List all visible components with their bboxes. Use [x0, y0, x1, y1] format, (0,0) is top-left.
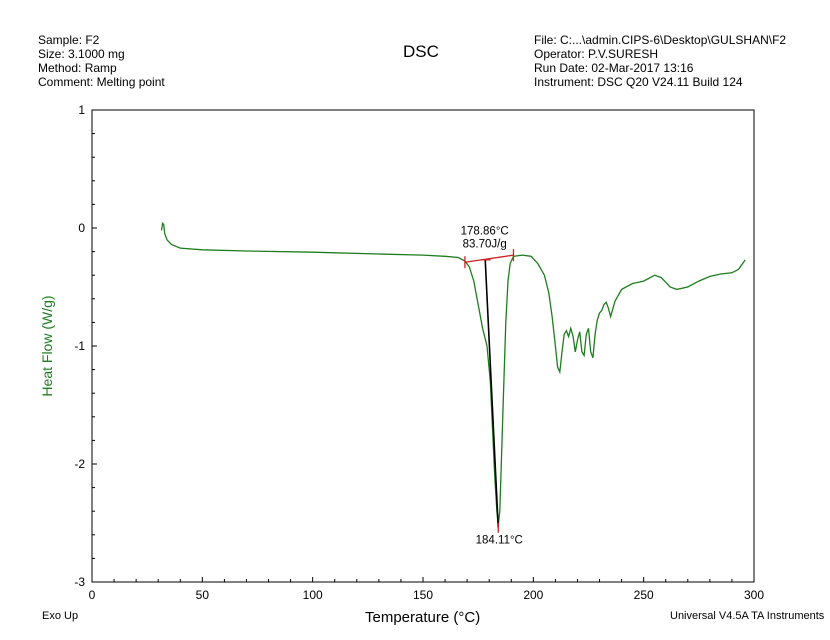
x-tick-label: 200	[523, 588, 543, 602]
x-tick-label: 250	[634, 588, 654, 602]
chart-marks: 178.86°C83.70J/g 184.11°C	[160, 221, 746, 547]
plot-frame	[91, 109, 755, 583]
run-info: File: C:...\admin.CIPS-6\Desktop\GULSHAN…	[534, 33, 786, 89]
y-tick-label: 0	[78, 221, 85, 235]
y-tick-label: -2	[74, 457, 85, 471]
y-axis-label: Heat Flow (W/g)	[39, 295, 55, 397]
x-tick-label: 150	[413, 588, 433, 602]
sample-name: Sample: F2	[38, 33, 100, 47]
software-version: Universal V4.5A TA Instruments	[670, 610, 825, 622]
chart-title: DSC	[403, 42, 439, 61]
y-tick-label: -1	[74, 339, 85, 353]
dsc-curve	[160, 221, 746, 526]
enthalpy-label: 83.70J/g	[463, 239, 507, 251]
y-tick-label: 1	[78, 103, 85, 117]
onset-temperature-label: 178.86°C	[461, 226, 509, 238]
x-tick-label: 300	[744, 588, 764, 602]
x-tick-label: 50	[196, 588, 210, 602]
x-tick-label: 100	[303, 588, 323, 602]
y-tick-label: -3	[74, 575, 85, 589]
peak-temperature-label: 184.11°C	[476, 535, 523, 547]
comment: Comment: Melting point	[38, 75, 165, 89]
x-tick-label: 0	[89, 588, 96, 602]
x-axis-label: Temperature (°C)	[365, 609, 481, 626]
sample-info: Sample: F2 Size: 3.1000 mg Method: Ramp …	[38, 33, 165, 89]
axes: 0 50 100 150 200 250 300 1 0 -1 -2 -3	[74, 103, 764, 602]
integration-baseline	[464, 254, 514, 263]
onset-tangent-line	[484, 259, 500, 528]
file-path: File: C:...\admin.CIPS-6\Desktop\GULSHAN…	[534, 33, 787, 47]
exo-up-label: Exo Up	[42, 610, 79, 622]
sample-size: Size: 3.1000 mg	[38, 47, 125, 61]
instrument: Instrument: DSC Q20 V24.11 Build 124	[534, 75, 743, 89]
operator: Operator: P.V.SURESH	[534, 47, 659, 61]
method: Method: Ramp	[38, 61, 117, 75]
run-date: Run Date: 02-Mar-2017 13:16	[534, 61, 694, 75]
